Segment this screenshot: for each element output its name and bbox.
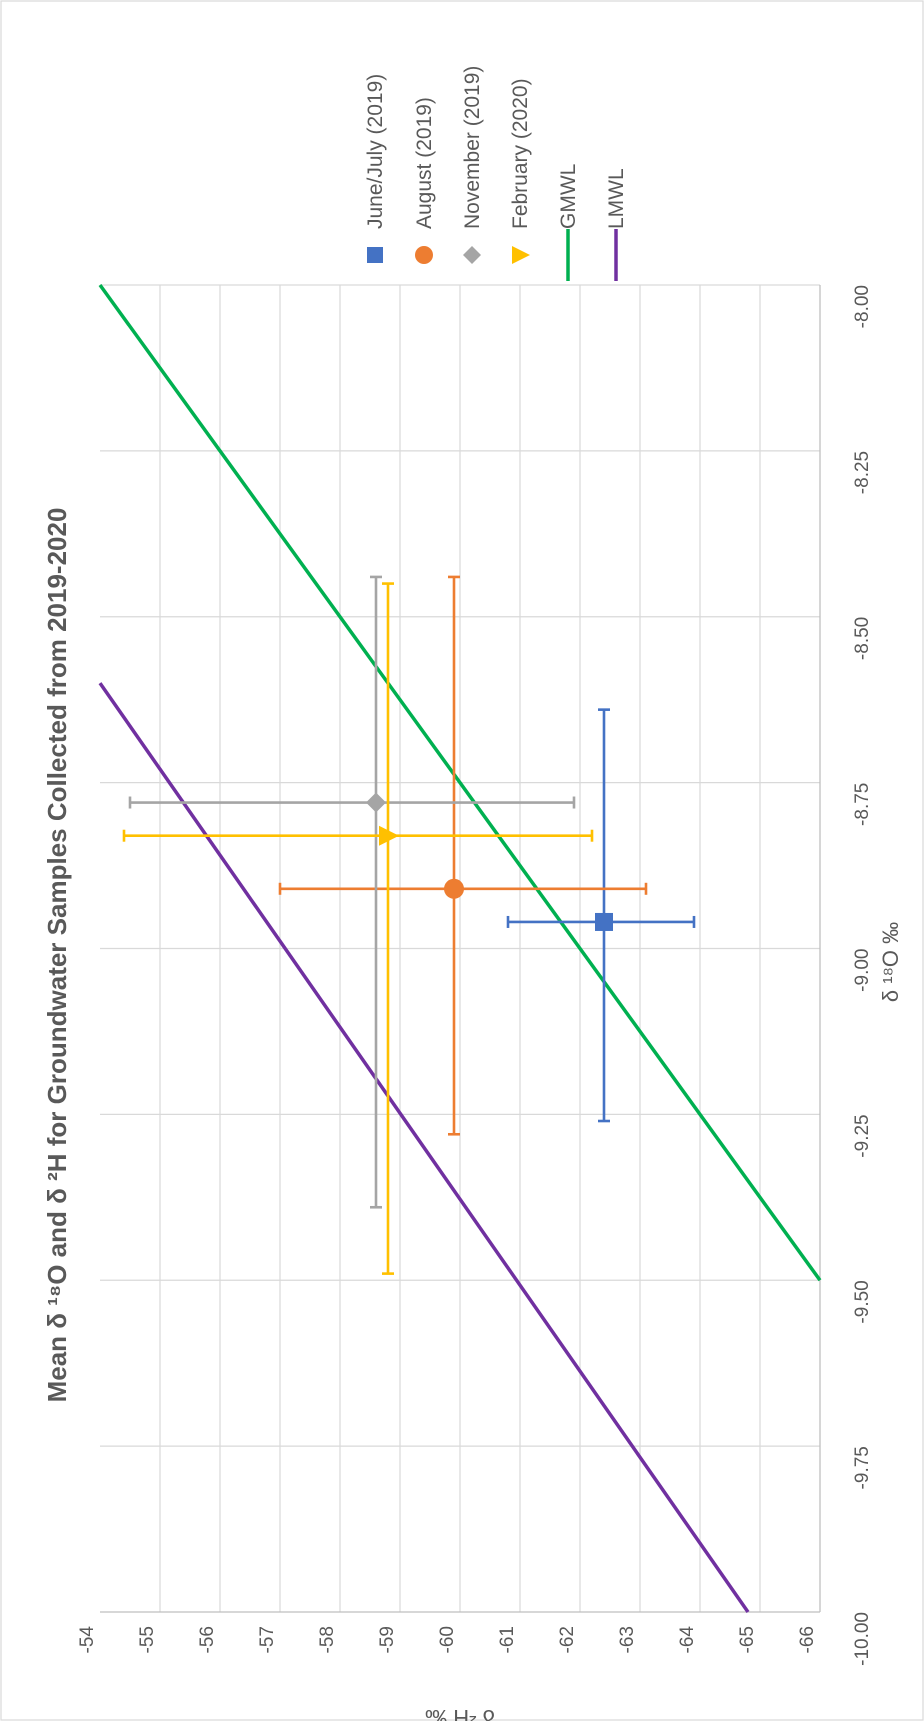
y-tick-label: -66	[797, 1626, 818, 1653]
x-tick-label: -10.00	[852, 1612, 873, 1666]
chart-title: Mean δ ¹⁸O and δ ²H for Groundwater Samp…	[42, 508, 72, 1403]
series-june-july-2019	[506, 708, 696, 1123]
data-points	[122, 575, 696, 1275]
legend-label: August (2019)	[413, 97, 436, 229]
legend-item-june-july-2019: June/July (2019)	[364, 74, 387, 263]
series-february-2020	[122, 582, 594, 1275]
y-tick-label: -61	[497, 1626, 518, 1653]
series-line-lmwl	[98, 682, 750, 1614]
x-axis-title: δ ¹⁸O ‰	[878, 922, 903, 1002]
y-tick-label: -60	[437, 1626, 458, 1653]
legend-label: February (2020)	[509, 78, 532, 229]
legend-item-lmwl: LMWL	[605, 168, 628, 281]
legend-label: LMWL	[605, 168, 628, 229]
legend-swatch	[367, 247, 383, 263]
legend-item-february-2020: February (2020)	[509, 78, 532, 264]
data-point-june-july-2019	[595, 912, 613, 931]
legend-item-august-2019: August (2019)	[413, 97, 436, 264]
x-tick-label: -9.25	[852, 1114, 873, 1157]
x-tick-label: -9.75	[852, 1446, 873, 1489]
x-tick-label: -8.75	[852, 783, 873, 826]
legend-label: June/July (2019)	[364, 74, 387, 229]
y-tick-label: -63	[617, 1626, 638, 1653]
y-tick-label: -54	[77, 1626, 98, 1654]
y-tick-label: -57	[257, 1626, 278, 1653]
series-august-2019	[278, 575, 648, 1136]
x-tick-label: -8.00	[852, 285, 873, 328]
data-point-november-2019	[366, 792, 386, 813]
y-tick-label: -58	[317, 1626, 338, 1653]
x-tick-label: -9.00	[852, 949, 873, 992]
x-tick-label: -8.25	[852, 451, 873, 494]
data-point-february-2020	[379, 825, 399, 846]
y-axis-title: δ ²H ‰	[425, 1705, 495, 1721]
x-tick-label: -8.50	[852, 617, 873, 660]
series-november-2019	[128, 575, 576, 1209]
legend-item-gmwl: GMWL	[557, 164, 580, 281]
legend-swatch	[415, 246, 433, 264]
legend-swatch	[512, 246, 530, 264]
legend-label: November (2019)	[461, 66, 484, 229]
y-tick-label: -56	[197, 1626, 218, 1653]
axes	[100, 285, 821, 1613]
y-tick-label: -62	[557, 1626, 578, 1653]
x-tick-label: -9.50	[852, 1280, 873, 1323]
series-line-gmwl	[98, 283, 822, 1282]
tick-labels: -54 -55 -56 -57 -58 -59 -60 -61 -62 -63 -64 -65 -66 -…	[77, 285, 873, 1666]
reference-lines	[98, 283, 822, 1614]
y-tick-label: -65	[737, 1626, 758, 1653]
legend-item-november-2019: November (2019)	[461, 66, 484, 264]
legend-swatch	[463, 246, 481, 264]
y-tick-label: -55	[137, 1626, 158, 1653]
legend-label: GMWL	[557, 164, 580, 229]
legend: June/July (2019) August (2019) November (2…	[364, 66, 628, 281]
data-point-august-2019	[444, 878, 464, 899]
y-tick-label: -64	[677, 1626, 698, 1654]
y-tick-label: -59	[377, 1626, 398, 1653]
